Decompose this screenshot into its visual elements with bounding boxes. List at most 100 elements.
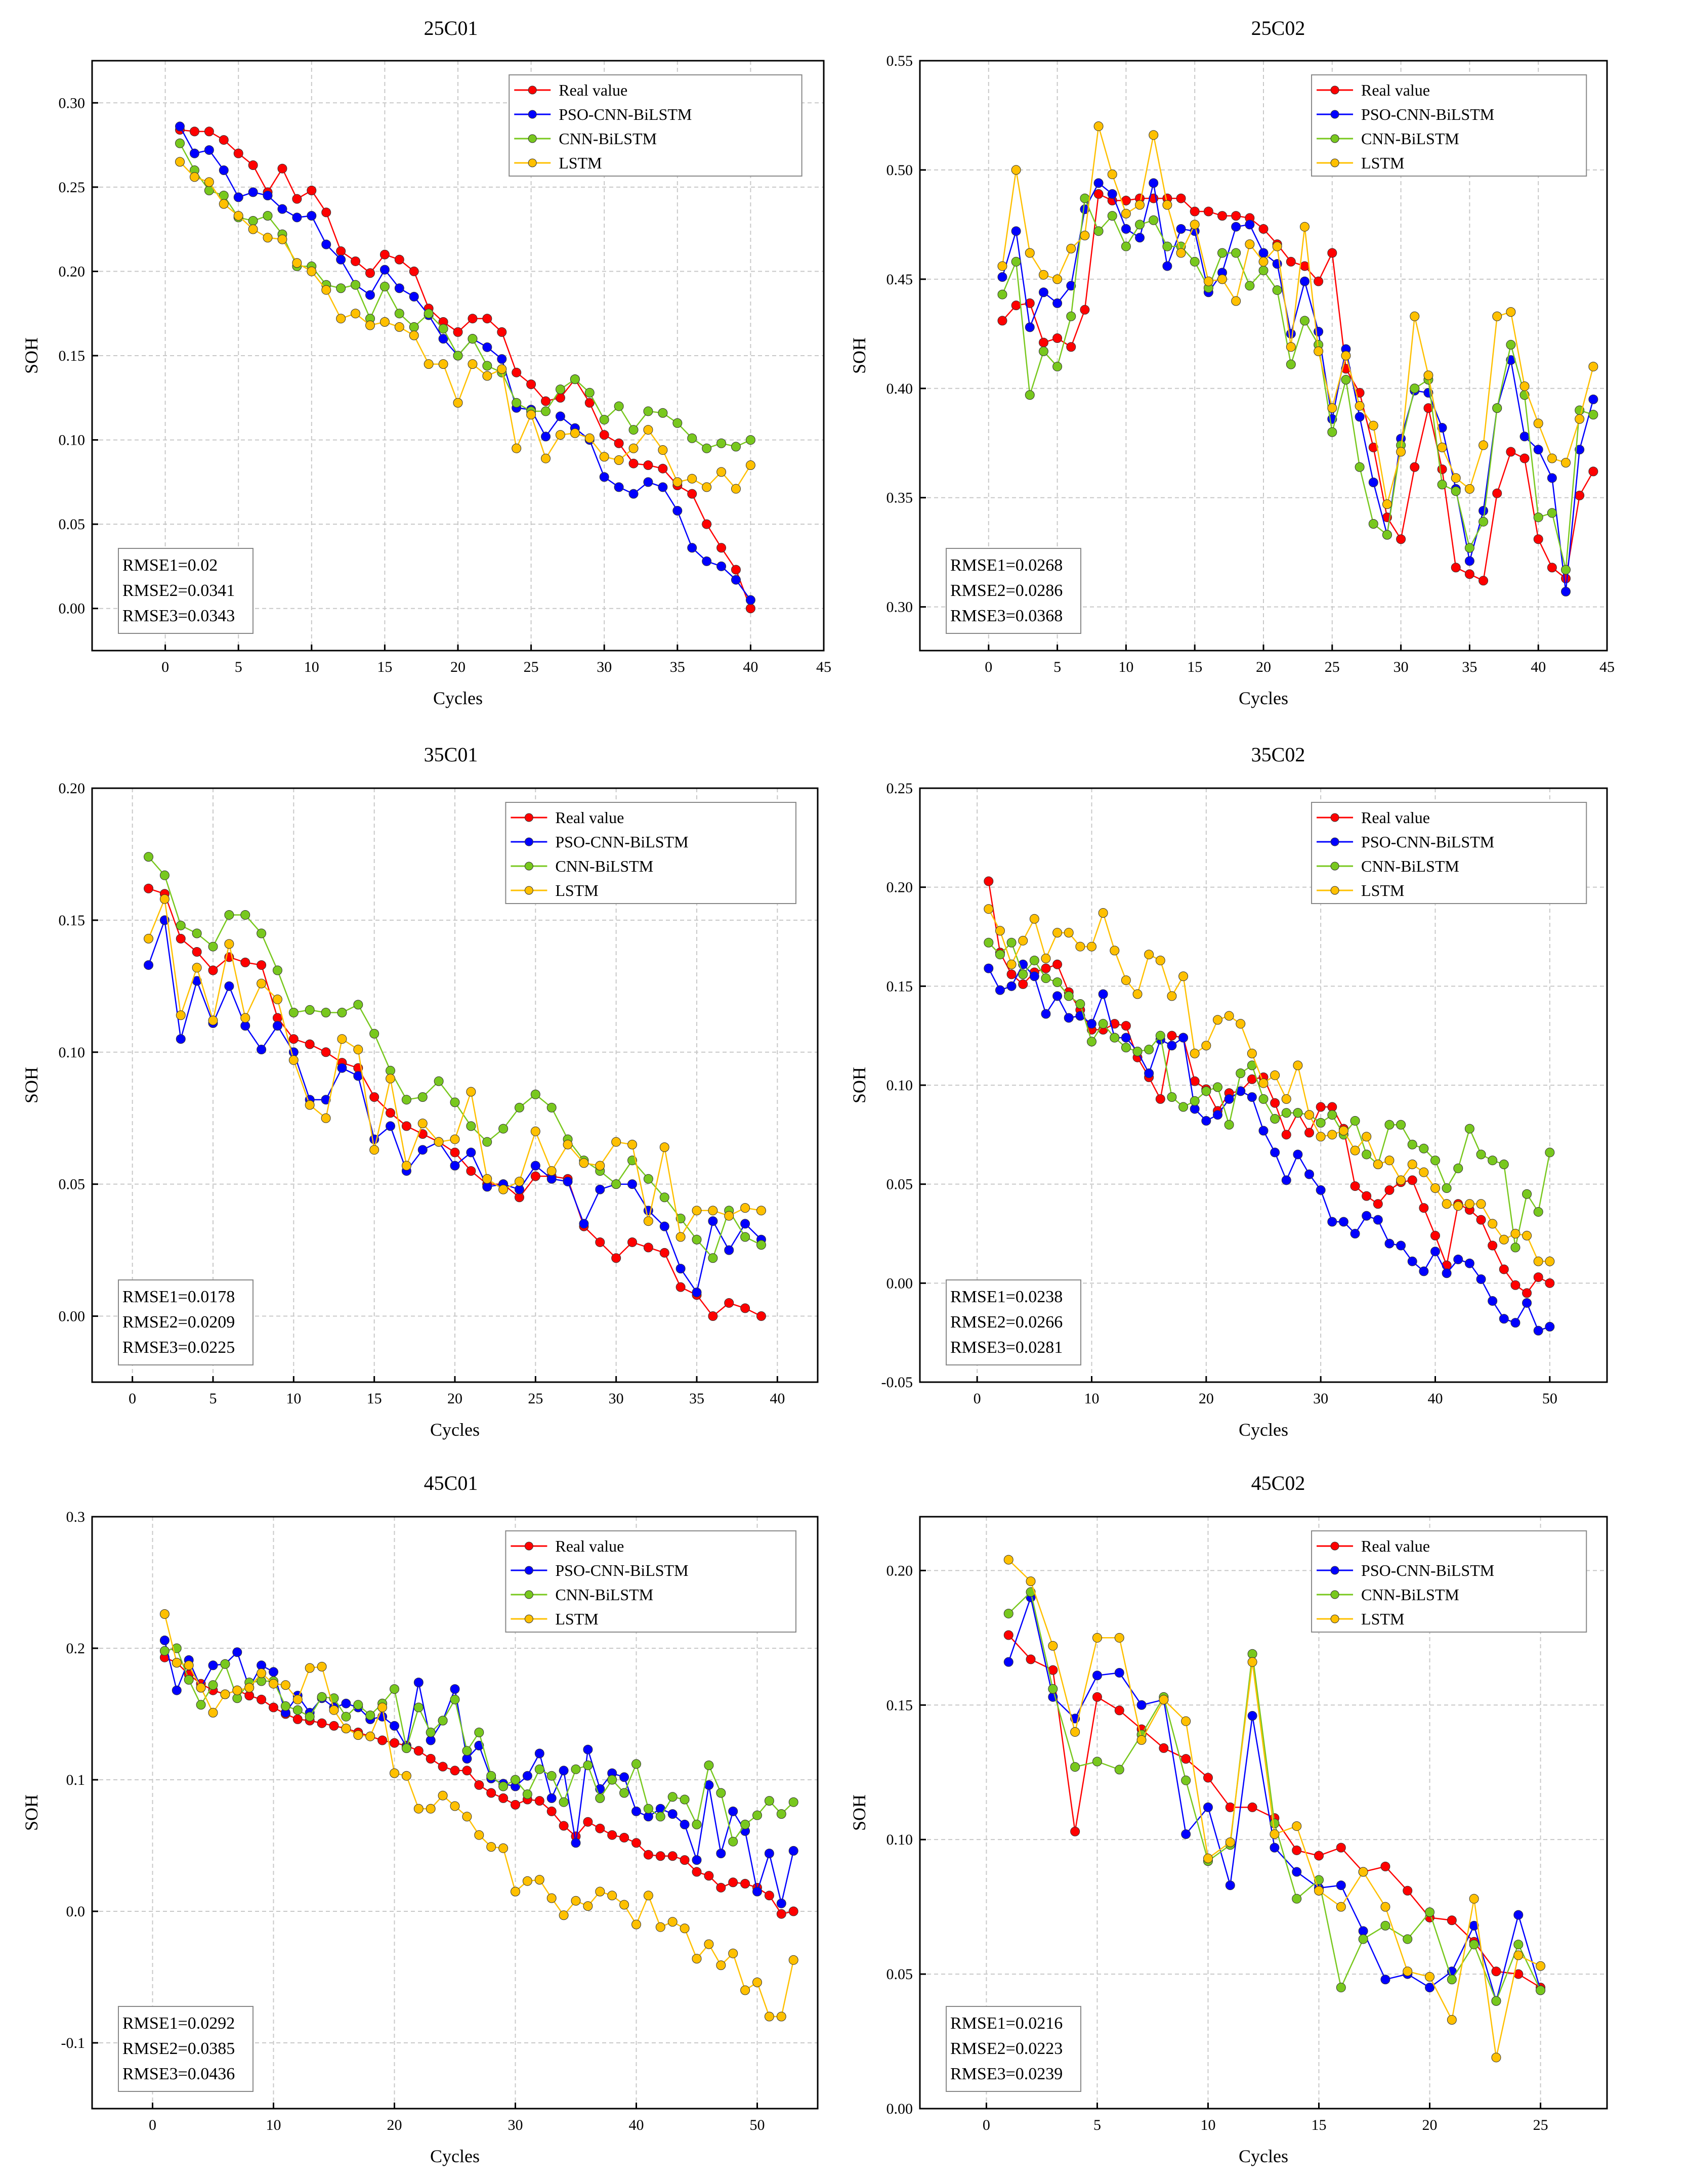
legend-label: CNN-BiLSTM xyxy=(1361,130,1459,148)
series-lstm xyxy=(984,904,1555,1266)
data-point xyxy=(659,1248,669,1258)
x-tick-label: 30 xyxy=(1313,1390,1328,1407)
data-point xyxy=(1575,490,1585,500)
data-point xyxy=(277,163,287,174)
series-real-value xyxy=(159,1652,798,1919)
data-point xyxy=(159,870,170,880)
data-point xyxy=(1314,326,1324,336)
rmse-value: RMSE3=0.0436 xyxy=(122,2065,235,2083)
x-tick-label: 0 xyxy=(149,2117,156,2133)
x-axis-label: Cycles xyxy=(430,2146,480,2166)
x-tick-label: 0 xyxy=(974,1390,981,1407)
data-point xyxy=(614,455,624,465)
y-tick-label: 0.10 xyxy=(886,1831,913,1848)
data-point xyxy=(497,354,507,364)
data-point xyxy=(1447,1915,1457,1925)
data-point xyxy=(1430,1155,1440,1166)
data-point xyxy=(159,1635,170,1645)
data-point xyxy=(1258,256,1269,267)
legend-label: LSTM xyxy=(555,881,598,900)
data-point xyxy=(1225,1802,1235,1812)
data-point xyxy=(208,1015,218,1025)
data-point xyxy=(1217,211,1228,221)
data-point xyxy=(1270,1843,1280,1853)
data-point xyxy=(1464,1258,1474,1268)
data-point xyxy=(377,1702,388,1712)
data-point xyxy=(584,388,595,398)
chart-title-35c01: 35C01 xyxy=(424,743,478,766)
y-tick-label: 0.50 xyxy=(886,162,913,179)
data-point xyxy=(1006,937,1017,948)
data-point xyxy=(584,433,595,443)
series-lstm xyxy=(175,157,755,494)
data-point xyxy=(1425,1983,1435,1993)
data-point xyxy=(1080,305,1090,315)
data-point xyxy=(1464,484,1474,494)
data-point xyxy=(1338,1126,1348,1136)
data-point xyxy=(522,1876,532,1886)
data-point xyxy=(1190,256,1200,267)
data-point xyxy=(1513,1910,1524,1920)
data-point xyxy=(511,1775,520,1785)
chart-title-25c02: 25C02 xyxy=(1251,17,1305,39)
data-point xyxy=(1522,1288,1532,1298)
data-point xyxy=(486,1771,496,1781)
data-point xyxy=(1149,178,1159,188)
data-point xyxy=(583,1744,593,1754)
data-point xyxy=(667,1792,678,1802)
data-point xyxy=(208,1660,218,1671)
data-point xyxy=(321,1095,331,1105)
data-point xyxy=(745,435,755,445)
rmse-value: RMSE2=0.0223 xyxy=(950,2039,1063,2058)
data-point xyxy=(1430,1230,1440,1240)
data-point xyxy=(1026,1576,1036,1587)
data-point xyxy=(474,1727,484,1737)
data-point xyxy=(559,1821,569,1831)
data-point xyxy=(995,926,1005,936)
data-point xyxy=(1281,1108,1291,1118)
data-point xyxy=(1479,440,1489,450)
data-point xyxy=(1231,248,1241,258)
data-point xyxy=(1201,1116,1211,1126)
data-point xyxy=(1380,1920,1390,1931)
data-point xyxy=(1270,1098,1280,1108)
rmse-value: RMSE3=0.0368 xyxy=(950,607,1063,625)
y-tick-label: 0.15 xyxy=(59,348,86,364)
data-point xyxy=(176,920,186,930)
data-point xyxy=(680,1855,690,1865)
data-point xyxy=(716,543,727,553)
rmse-box: RMSE1=0.0178 RMSE2=0.0209 RMSE3=0.0225 xyxy=(118,1279,254,1365)
data-point xyxy=(659,1221,669,1231)
data-point xyxy=(1533,1207,1543,1217)
data-point xyxy=(1121,975,1131,986)
data-point xyxy=(1098,1019,1108,1029)
data-point xyxy=(788,1955,798,1965)
data-point xyxy=(208,1707,218,1718)
data-point xyxy=(1442,1268,1452,1278)
data-point xyxy=(498,1184,509,1194)
x-tick-label: 10 xyxy=(1200,2117,1215,2133)
data-point xyxy=(336,254,346,265)
data-point xyxy=(321,1008,331,1018)
data-point xyxy=(1167,1041,1177,1051)
data-point xyxy=(512,398,522,408)
data-point xyxy=(1362,1191,1372,1201)
legend-marker xyxy=(1330,1590,1339,1599)
data-point xyxy=(413,1702,424,1712)
data-point xyxy=(1368,442,1378,452)
data-point xyxy=(1136,1700,1147,1710)
x-tick-label: 10 xyxy=(304,659,319,675)
data-point xyxy=(1258,1094,1269,1104)
data-point xyxy=(1212,1082,1222,1092)
data-point xyxy=(1561,573,1571,583)
data-point xyxy=(413,1678,424,1688)
data-point xyxy=(390,1738,399,1748)
x-tick-label: 0 xyxy=(985,659,992,675)
legend-marker xyxy=(1330,110,1339,119)
data-point xyxy=(1155,1094,1165,1104)
y-tick-label: 0.05 xyxy=(886,1176,913,1193)
data-point xyxy=(672,505,683,516)
data-point xyxy=(1132,1046,1143,1056)
data-point xyxy=(438,334,448,344)
data-point xyxy=(232,1647,242,1657)
